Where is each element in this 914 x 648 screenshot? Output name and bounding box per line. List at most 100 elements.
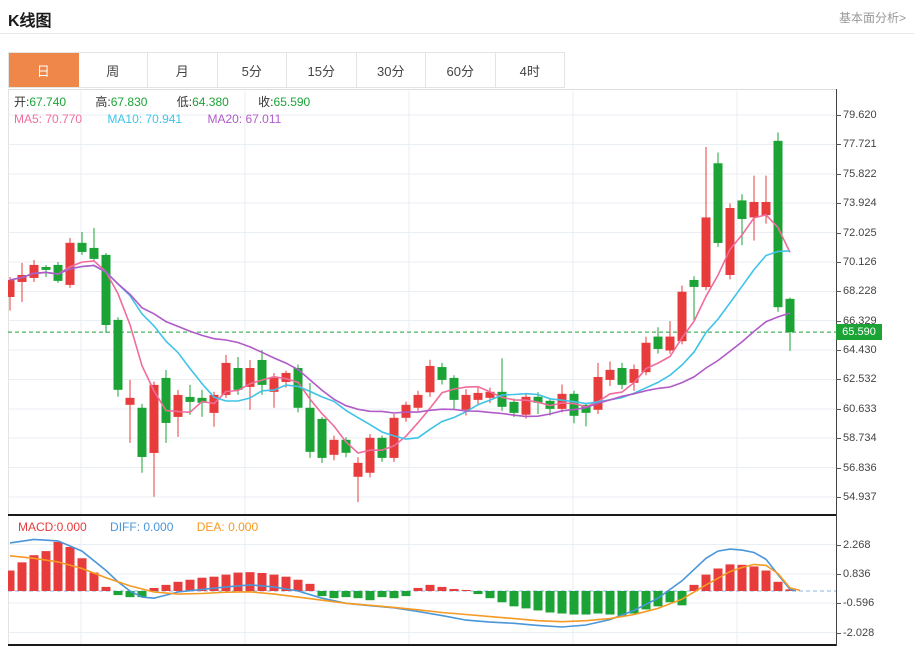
macd-bar — [413, 587, 423, 591]
macd-bar — [89, 572, 99, 591]
y-axis-label: 58.734 — [843, 432, 877, 444]
candle-body — [785, 298, 795, 333]
low-label: 低: — [176, 95, 193, 109]
macd-chart[interactable] — [8, 517, 836, 644]
candles-group — [8, 132, 795, 503]
candle-body — [197, 397, 207, 403]
title-divider — [0, 33, 914, 34]
candle-body — [149, 384, 159, 453]
y-axis-label: 79.620 — [843, 109, 877, 121]
candle-body — [77, 242, 87, 252]
macd-bar — [245, 572, 255, 591]
macd-bar — [257, 572, 267, 591]
tab-period-0[interactable]: 日 — [9, 53, 79, 87]
y-axis-label: 77.721 — [843, 138, 877, 150]
ma5-value: 70.770 — [45, 112, 83, 126]
macd-bar — [701, 574, 711, 591]
candle-body — [221, 362, 231, 395]
candle-body — [749, 201, 759, 218]
candle-body — [701, 217, 711, 288]
close-value: 65.590 — [273, 95, 311, 109]
macd-bar — [461, 589, 471, 591]
macd-bar — [629, 591, 639, 614]
candle-body — [485, 391, 495, 398]
macd-bar — [497, 591, 507, 603]
candle-body — [473, 392, 483, 400]
main-candlestick-chart[interactable] — [8, 90, 836, 515]
ma5-label: MA5: — [14, 112, 46, 126]
macd-bar — [137, 591, 147, 598]
fundamental-analysis-link[interactable]: 基本面分析> — [838, 11, 906, 25]
macd-bar — [269, 574, 279, 591]
period-tabs: 日周月 5分 15分 30分 60分 4时 — [8, 52, 565, 88]
candle-body — [713, 163, 723, 243]
macd-bar — [749, 566, 759, 591]
tab-period-4[interactable]: 15分 — [287, 53, 357, 87]
macd-label: MACD: — [18, 520, 57, 534]
candle-body — [185, 396, 195, 402]
macd-bar — [425, 584, 435, 591]
dea-value: 0.000 — [228, 520, 259, 534]
candle-body — [593, 376, 603, 410]
candle-body — [113, 319, 123, 390]
tab-period-2[interactable]: 月 — [148, 53, 218, 87]
macd-bar — [77, 558, 87, 591]
macd-bar — [125, 591, 135, 598]
candle-body — [8, 279, 15, 297]
macd-bar — [773, 581, 783, 591]
macd-readout: MACD:0.000 DIFF: 0.000 DEA: 0.000 — [18, 520, 278, 534]
macd-bar — [377, 591, 387, 598]
candle-body — [761, 201, 771, 216]
tab-period-6[interactable]: 60分 — [426, 53, 496, 87]
ma10-value: 70.941 — [145, 112, 183, 126]
candle-body — [389, 417, 399, 458]
candle-body — [533, 396, 543, 403]
candle-body — [317, 418, 327, 458]
macd-bar — [65, 547, 75, 591]
tab-period-3[interactable]: 5分 — [218, 53, 287, 87]
high-label: 高: — [95, 95, 111, 109]
candle-body — [137, 407, 147, 457]
tab-period-1[interactable]: 周 — [79, 53, 148, 87]
dea-line — [9, 555, 801, 623]
macd-bar — [29, 555, 39, 591]
candle-body — [341, 439, 351, 453]
y-axis-label: 75.822 — [843, 168, 877, 180]
candle-body — [173, 394, 183, 417]
candle-body — [437, 367, 447, 380]
y-axis-label: -0.596 — [843, 597, 875, 609]
macd-bar — [401, 591, 411, 597]
candle-body — [245, 367, 255, 387]
tab-period-7[interactable]: 4时 — [519, 63, 540, 79]
y-axis — [836, 89, 837, 646]
candle-body — [629, 369, 639, 383]
macd-bar — [53, 541, 63, 591]
y-axis-label: 54.937 — [843, 491, 877, 503]
ma5-line — [9, 213, 791, 454]
macd-bar — [233, 572, 243, 591]
macd-bar — [473, 591, 483, 595]
macd-bar — [485, 591, 495, 599]
candle-body — [53, 264, 63, 281]
candle-body — [617, 367, 627, 385]
macd-bar — [317, 591, 327, 597]
candle-body — [413, 394, 423, 408]
y-axis-label: 2.268 — [843, 539, 871, 551]
candle-body — [353, 462, 363, 477]
candle-body — [509, 401, 519, 413]
macd-bar — [533, 591, 543, 611]
y-axis-label: 64.430 — [843, 344, 877, 356]
macd-bar — [353, 591, 363, 599]
candle-body — [89, 247, 99, 259]
macd-bar — [185, 579, 195, 591]
candle-body — [581, 404, 591, 413]
candle-body — [665, 336, 675, 351]
macd-bar — [761, 570, 771, 591]
candle-body — [425, 365, 435, 393]
candle-body — [65, 242, 75, 285]
tab-period-5[interactable]: 30分 — [357, 53, 426, 87]
candle-body — [737, 200, 747, 219]
macd-bar — [197, 577, 207, 591]
candle-body — [305, 407, 315, 452]
macd-bar — [293, 579, 303, 591]
